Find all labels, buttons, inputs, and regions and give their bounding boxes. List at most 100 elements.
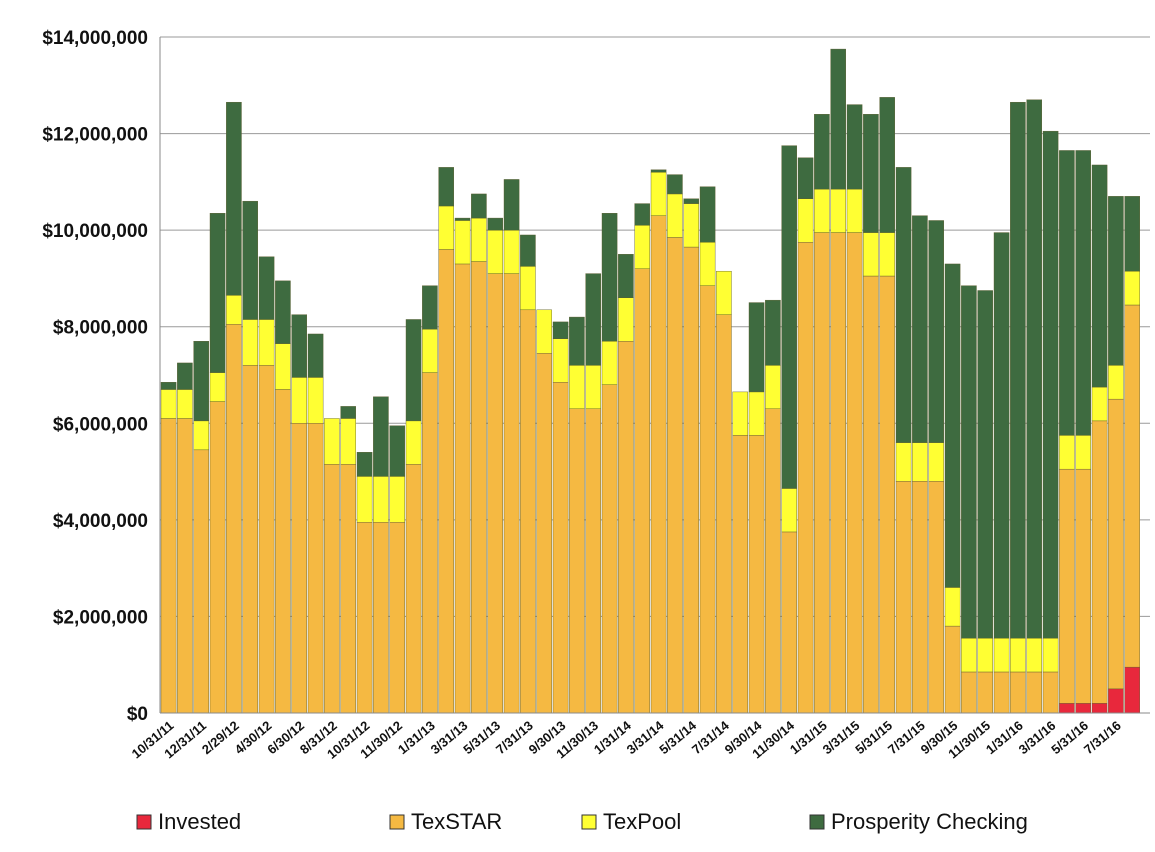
bar-texpool	[275, 343, 291, 390]
legend-item-texstar: TexSTAR	[389, 809, 502, 834]
bar-texpool	[879, 232, 895, 277]
bar-invested	[1091, 703, 1108, 714]
bar-texstar	[520, 309, 536, 714]
bar-texpool	[1124, 270, 1141, 306]
bar-texpool	[226, 295, 242, 325]
y-axis: $0 $2,000,000 $4,000,000 $6,000,000 $8,000,0…	[42, 28, 161, 725]
bar-prosperity-checking	[944, 263, 961, 588]
bars	[160, 48, 1141, 714]
bar-prosperity-checking	[895, 167, 912, 443]
bar-texstar	[1075, 468, 1092, 704]
bar-texpool	[291, 377, 308, 424]
bar-texstar	[1091, 420, 1108, 704]
bar-texstar	[797, 242, 814, 714]
bar-texstar	[716, 314, 732, 714]
bar-prosperity-checking	[160, 382, 177, 390]
bar-texpool	[977, 637, 993, 673]
y-tick-label: $0	[127, 704, 148, 725]
bar-texstar	[699, 285, 716, 714]
bar-texstar	[209, 401, 226, 714]
bar-texpool	[520, 266, 536, 311]
y-tick-label: $6,000,000	[53, 414, 148, 435]
bar-prosperity-checking	[471, 193, 487, 219]
bar-texstar	[552, 382, 569, 714]
x-axis: 10/31/1112/31/112/29/124/30/126/30/128/3…	[129, 712, 1150, 762]
bar-texpool	[340, 418, 357, 465]
bar-texstar	[226, 324, 242, 714]
bar-prosperity-checking	[846, 104, 863, 190]
bar-texstar	[944, 625, 961, 714]
bar-prosperity-checking	[830, 48, 846, 190]
bar-prosperity-checking	[912, 215, 928, 443]
bar-prosperity-checking	[683, 198, 699, 204]
bar-texpool	[993, 637, 1010, 673]
bar-texstar	[242, 365, 258, 714]
bar-prosperity-checking	[552, 321, 569, 339]
y-tick-label: $2,000,000	[53, 607, 148, 628]
bar-texpool	[683, 203, 699, 248]
bar-texpool	[307, 377, 324, 424]
bar-texstar	[879, 275, 895, 714]
bar-texstar	[177, 418, 193, 714]
bar-texpool	[242, 319, 258, 366]
bar-texstar	[454, 263, 471, 714]
legend-label: TexSTAR	[411, 809, 502, 834]
bar-texpool	[814, 188, 830, 233]
legend-swatch	[581, 814, 597, 830]
legend-item-prosperity-checking: Prosperity Checking	[809, 809, 1028, 834]
legend-label: Invested	[158, 809, 241, 834]
bar-texpool	[1091, 386, 1108, 422]
bar-texpool	[405, 420, 422, 465]
bar-texpool	[618, 297, 634, 342]
legend-swatch	[389, 814, 405, 830]
bar-texstar	[275, 389, 291, 714]
bar-prosperity-checking	[373, 396, 389, 477]
bar-texstar	[1010, 671, 1026, 714]
bar-texpool	[569, 365, 585, 409]
bar-texpool	[716, 270, 732, 315]
bar-prosperity-checking	[879, 97, 895, 233]
bar-prosperity-checking	[961, 285, 977, 639]
bar-prosperity-checking	[1026, 99, 1043, 639]
bar-prosperity-checking	[585, 273, 601, 366]
bar-prosperity-checking	[340, 406, 357, 419]
bar-prosperity-checking	[1091, 164, 1108, 388]
bar-texpool	[667, 193, 683, 238]
bar-prosperity-checking	[569, 316, 585, 366]
bar-texstar	[683, 246, 699, 714]
bar-prosperity-checking	[177, 362, 193, 390]
bar-texstar	[471, 261, 487, 714]
bar-prosperity-checking	[291, 314, 308, 378]
legend-item-texpool: TexPool	[581, 809, 681, 834]
bar-texstar	[160, 418, 177, 714]
bar-texstar	[634, 268, 650, 714]
bar-texstar	[1026, 671, 1043, 714]
bar-prosperity-checking	[454, 217, 471, 221]
bar-texstar	[961, 671, 977, 714]
bar-texpool	[944, 587, 961, 627]
bar-texstar	[846, 232, 863, 714]
bar-texpool	[389, 476, 406, 523]
bar-texstar	[618, 341, 634, 714]
bar-prosperity-checking	[438, 167, 455, 207]
bar-invested	[1075, 703, 1092, 714]
bar-texpool	[928, 442, 944, 482]
bar-texpool	[585, 365, 601, 409]
bar-prosperity-checking	[520, 234, 536, 267]
bar-texpool	[1075, 435, 1092, 470]
bar-texpool	[912, 442, 928, 482]
bar-texstar	[912, 481, 928, 714]
bar-texpool	[324, 418, 340, 465]
bar-texpool	[454, 220, 471, 265]
legend-label: Prosperity Checking	[831, 809, 1028, 834]
bar-prosperity-checking	[650, 169, 667, 173]
bar-texpool	[160, 389, 177, 419]
bar-texpool	[846, 188, 863, 233]
bar-texstar	[340, 464, 357, 714]
bar-texpool	[1026, 637, 1043, 673]
bar-prosperity-checking	[797, 157, 814, 199]
bar-texpool	[650, 171, 667, 216]
bar-prosperity-checking	[1059, 150, 1075, 436]
bar-prosperity-checking	[618, 254, 634, 298]
bar-prosperity-checking	[748, 302, 765, 393]
